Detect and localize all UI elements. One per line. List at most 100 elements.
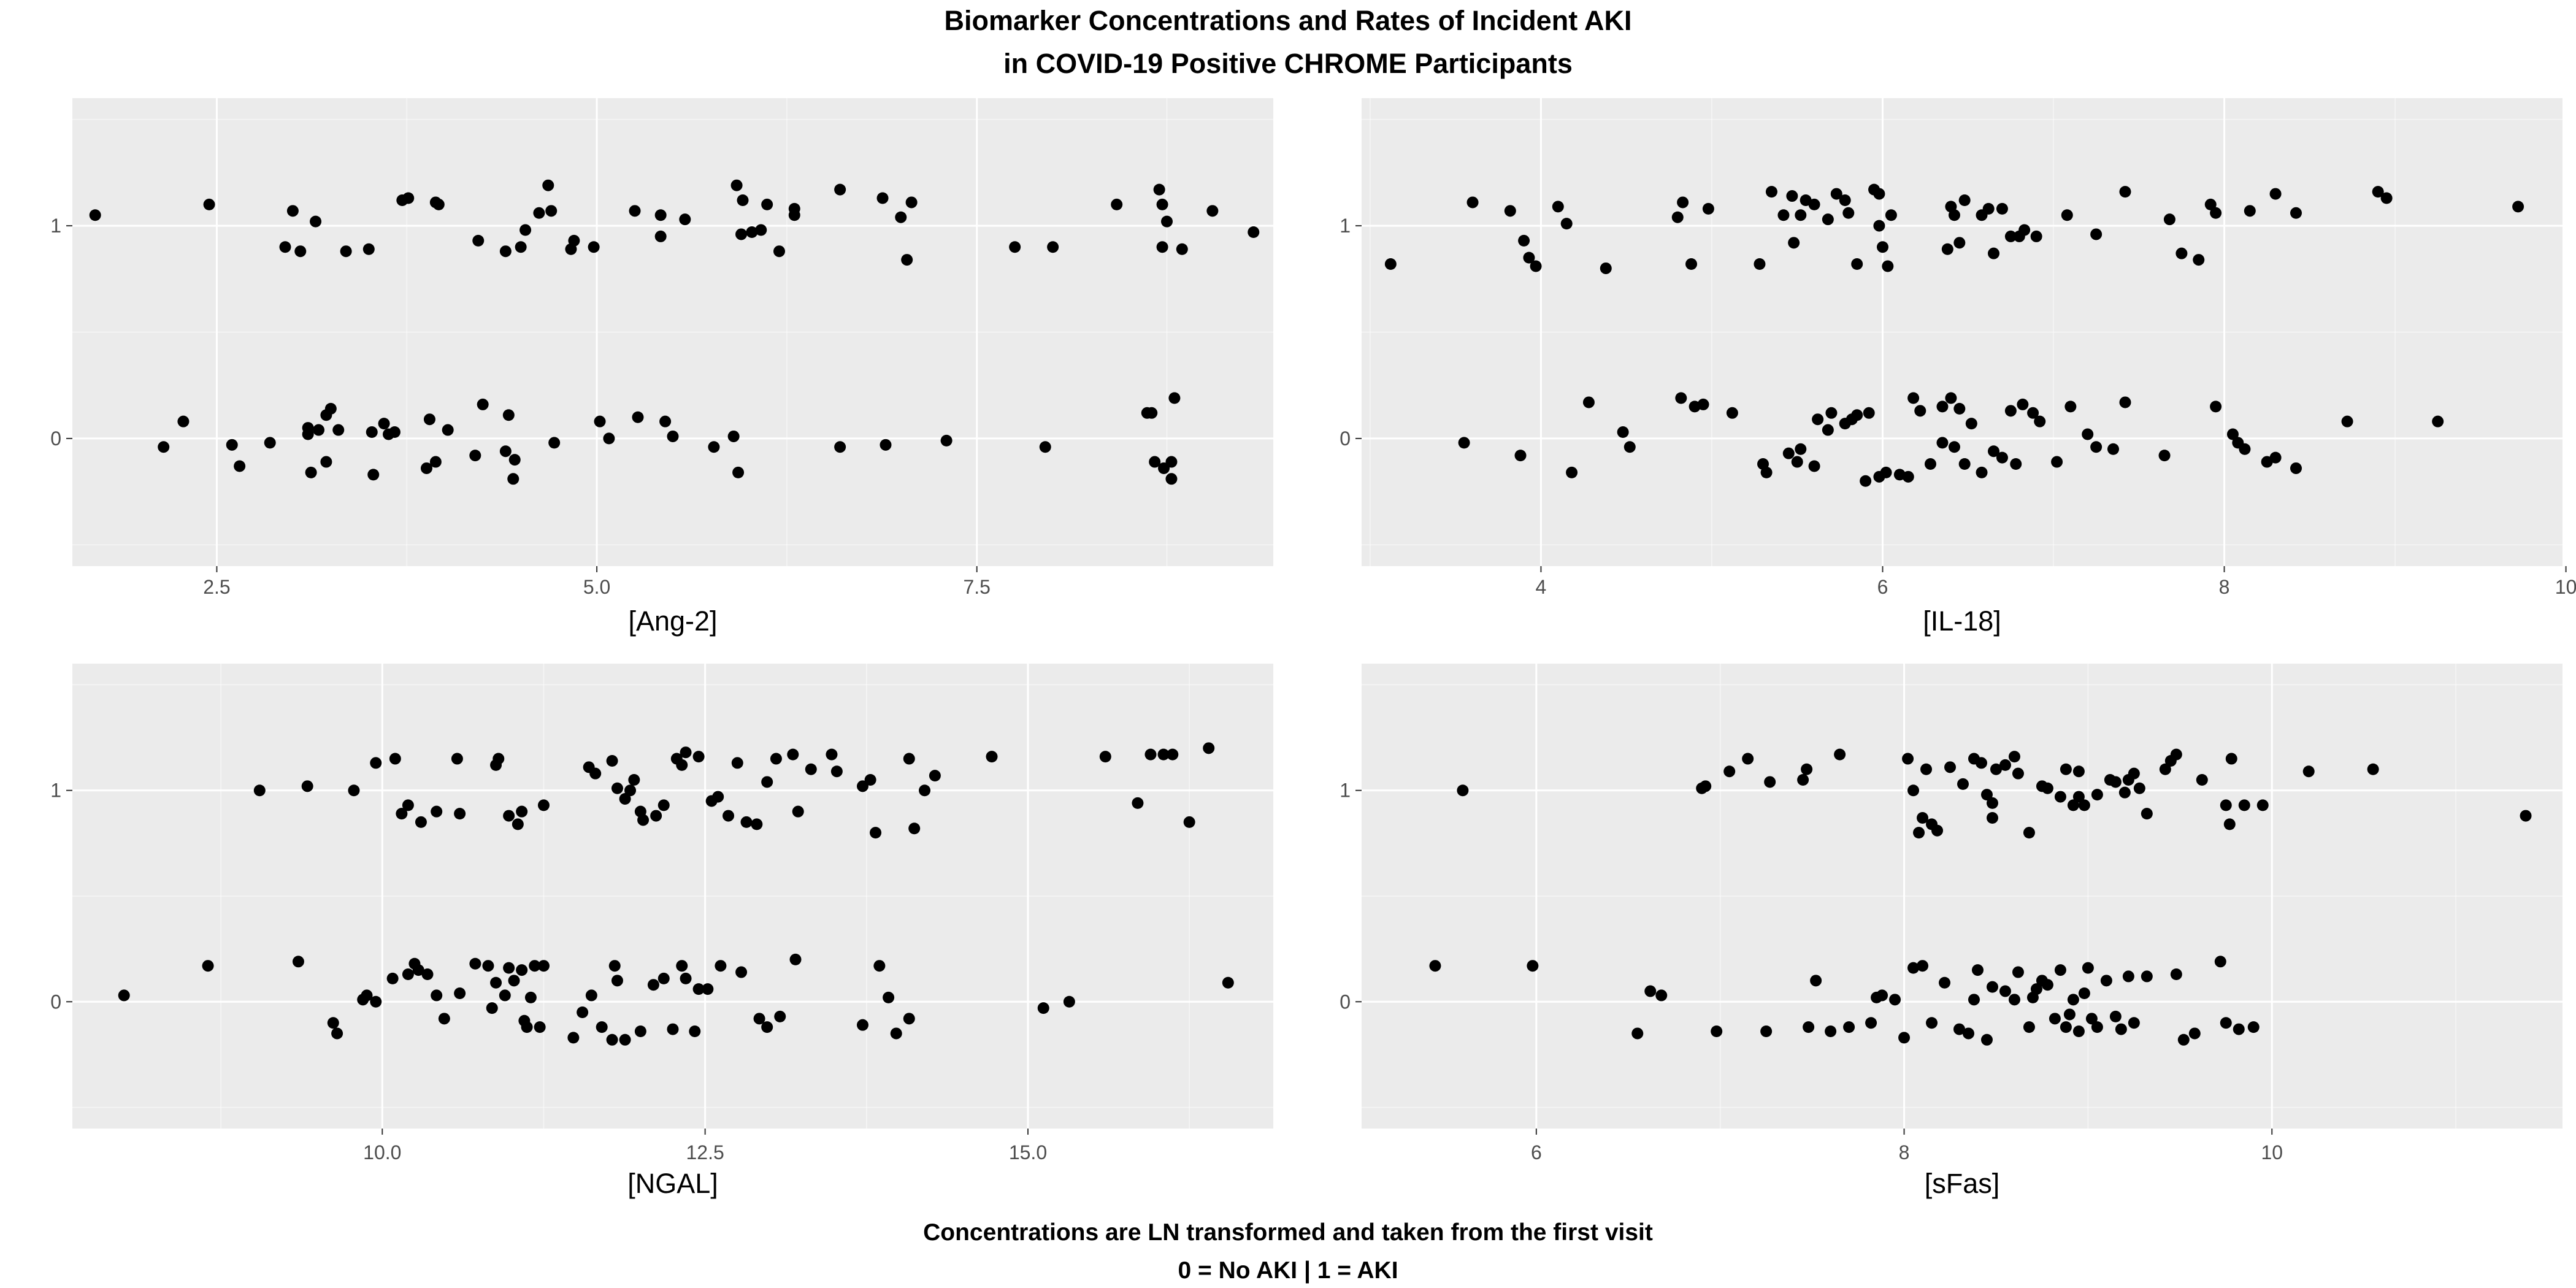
data-point [2023, 827, 2035, 839]
data-point [751, 818, 763, 830]
data-point [1873, 220, 1885, 232]
data-point [770, 753, 782, 765]
data-point [1926, 1017, 1938, 1029]
data-point [1429, 960, 1441, 972]
data-point [1099, 751, 1111, 763]
data-point [594, 415, 606, 427]
data-point [1976, 466, 1988, 478]
data-point [1982, 202, 1995, 215]
data-point [1677, 196, 1689, 209]
data-point [1726, 407, 1738, 419]
data-point [2290, 207, 2302, 219]
data-point [1996, 451, 2008, 464]
data-point [2082, 428, 2094, 440]
data-point [753, 1013, 765, 1025]
panel-1: 2.5 5.0 7.5 0 1 [Ang-2] [50, 98, 1273, 637]
data-point [608, 960, 621, 972]
data-point [537, 960, 550, 972]
data-point [412, 964, 424, 976]
data-point [2196, 774, 2208, 786]
data-point [901, 254, 913, 266]
x-axis-label: [sFas] [1925, 1168, 2000, 1199]
data-point [1765, 186, 1777, 198]
data-point [1975, 757, 1987, 769]
data-point [929, 770, 941, 782]
data-point [1917, 812, 1929, 824]
x-tick-label: 10.0 [363, 1141, 401, 1163]
y-tick-label: 1 [1340, 215, 1351, 237]
x-axis-label: [NGAL] [627, 1168, 718, 1199]
data-point [1039, 441, 1051, 453]
data-point [787, 748, 799, 761]
data-point [519, 224, 532, 236]
data-point [499, 989, 511, 1002]
data-point [1907, 784, 1920, 797]
data-point [1702, 202, 1714, 215]
data-point [1839, 194, 1851, 206]
data-point [1504, 205, 1516, 217]
data-point [1111, 198, 1123, 210]
data-point [2226, 428, 2239, 440]
data-point [502, 409, 515, 421]
data-point [1631, 1027, 1644, 1040]
data-point [676, 759, 688, 771]
data-point [1655, 989, 1668, 1002]
data-point [761, 776, 773, 788]
data-point [1944, 761, 1957, 773]
data-point [2051, 456, 2063, 468]
data-point [1700, 780, 1712, 792]
data-point [1882, 260, 1894, 272]
data-point [629, 205, 641, 217]
data-point [1876, 989, 1888, 1002]
data-point [529, 960, 541, 972]
data-point [1924, 458, 1936, 470]
data-point [533, 207, 545, 219]
data-point [1885, 209, 1897, 221]
caption-line-1: Concentrations are LN transformed and ta… [923, 1219, 1653, 1246]
data-point [2141, 970, 2153, 983]
x-tick-label: 8 [2219, 576, 2230, 598]
data-point [516, 805, 528, 818]
data-point [805, 763, 817, 775]
data-point [305, 466, 317, 478]
data-point [2128, 767, 2140, 780]
data-point [451, 753, 463, 765]
data-point [737, 194, 749, 206]
data-point [1165, 456, 1178, 468]
data-point [2054, 964, 2066, 976]
data-point [940, 434, 953, 447]
data-point [2220, 799, 2232, 811]
y-tick-label: 1 [50, 780, 61, 802]
data-point [2302, 765, 2315, 778]
data-point [545, 205, 558, 217]
data-point [1530, 260, 1542, 272]
data-point [746, 226, 758, 238]
data-point [2054, 791, 2066, 803]
data-point [2012, 966, 2024, 978]
y-tick-label: 1 [1340, 780, 1351, 802]
data-point [619, 1033, 631, 1046]
data-point [542, 179, 554, 191]
data-point [2090, 441, 2103, 453]
data-point [1971, 964, 1984, 976]
data-point [680, 972, 692, 984]
data-point [442, 424, 454, 436]
data-point [1931, 824, 1944, 837]
data-point [1825, 1025, 1837, 1038]
data-point [637, 814, 650, 826]
data-point [402, 968, 414, 980]
data-point [477, 398, 489, 410]
x-tick-label: 7.5 [963, 576, 990, 598]
data-point [657, 799, 670, 811]
y-tick-label: 0 [1340, 991, 1351, 1013]
data-point [226, 439, 238, 451]
data-point [378, 418, 390, 430]
data-point [689, 1025, 701, 1038]
x-tick-label: 6 [1877, 576, 1888, 598]
data-point [1248, 226, 1260, 238]
data-point [903, 753, 915, 765]
data-point [286, 205, 299, 217]
data-point [2012, 767, 2024, 780]
data-point [472, 234, 485, 247]
data-point [1047, 241, 1059, 253]
